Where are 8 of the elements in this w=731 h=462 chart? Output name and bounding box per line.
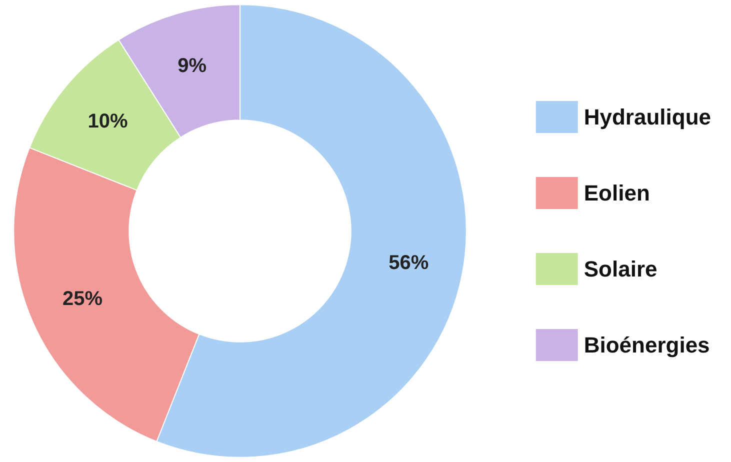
data-label: 10% — [88, 110, 128, 133]
legend-label: Hydraulique — [584, 104, 712, 130]
legend-label: Eolien — [584, 180, 650, 206]
legend-label: Bioénergies — [584, 332, 710, 358]
data-label: 56% — [388, 252, 429, 274]
data-label: 25% — [62, 288, 103, 310]
legend-label: Solaire — [584, 256, 658, 282]
data-label: 9% — [178, 55, 207, 78]
